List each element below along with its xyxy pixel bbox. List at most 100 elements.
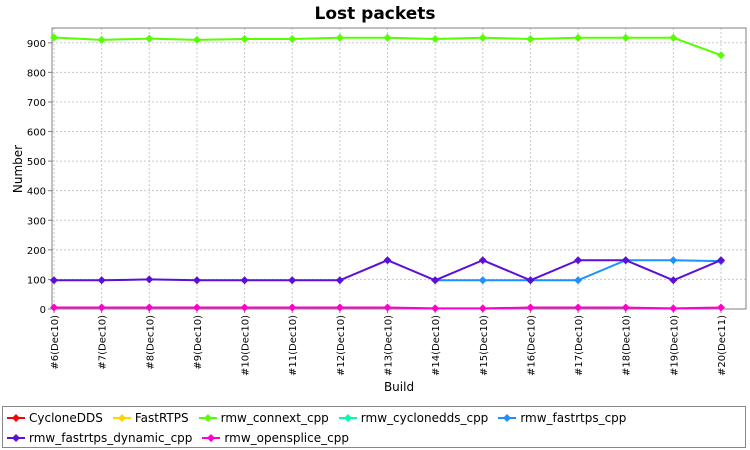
data-point: [240, 276, 249, 285]
data-point: [478, 304, 487, 313]
x-tick-label: #7(Dec10): [98, 315, 109, 370]
y-tick-label: 600: [27, 128, 46, 139]
data-point: [145, 34, 154, 43]
legend-marker-icon: [112, 414, 131, 422]
x-tick-label: #18(Dec10): [622, 315, 633, 376]
data-point: [192, 276, 201, 285]
legend-label: rmw_connext_cpp: [220, 411, 329, 425]
legend-label: FastRTPS: [134, 411, 189, 425]
data-point: [240, 303, 249, 312]
chart-title: Lost packets: [314, 4, 435, 24]
plot-area-border: [51, 27, 747, 310]
x-tick-label: #19(Dec10): [669, 315, 680, 376]
series-rmw-fastrtps-cpp: [431, 256, 725, 285]
legend-marker-icon: [7, 414, 25, 422]
data-point: [669, 304, 678, 313]
legend-label: rmw_fastrtps_dynamic_cpp: [29, 431, 193, 445]
data-point: [383, 256, 392, 265]
data-point: [526, 34, 535, 43]
data-point: [192, 35, 201, 44]
legend-item: rmw_fastrtps_dynamic_cpp: [7, 431, 192, 445]
data-point: [97, 35, 106, 44]
data-point: [431, 34, 440, 43]
data-point: [50, 33, 58, 42]
data-point: [335, 276, 344, 285]
y-tick-label: 900: [27, 39, 46, 50]
data-point: [574, 33, 583, 42]
data-point: [145, 275, 154, 284]
y-tick-label: 700: [27, 98, 46, 109]
data-point: [717, 256, 725, 265]
y-axis-label: Number: [11, 145, 25, 193]
legend-marker-icon: [7, 434, 25, 442]
series-rmw-opensplice-cpp: [50, 303, 725, 313]
y-tick-label: 200: [27, 246, 46, 257]
data-point: [431, 276, 440, 285]
data-point: [50, 276, 58, 285]
y-axis: 0 100 200 300 400 500 600 700 800 900: [27, 39, 52, 316]
legend-item: rmw_connext_cpp: [198, 411, 329, 425]
legend-marker-icon: [498, 414, 517, 422]
data-point: [574, 303, 583, 312]
legend-item: rmw_fastrtps_cpp: [498, 411, 626, 425]
legend-row: CycloneDDS FastRTPS rmw_connext_cpp rmw_cyc…: [7, 409, 636, 427]
data-point: [621, 256, 630, 265]
legend-marker-icon: [338, 414, 357, 422]
x-tick-label: #17(Dec10): [574, 315, 585, 376]
x-axis: #6(Dec10) #7(Dec10) #8(Dec10) #9(Dec10) #10(…: [50, 309, 728, 376]
legend-label: rmw_fastrtps_cpp: [520, 411, 627, 425]
legend-item: rmw_cyclonedds_cpp: [338, 411, 489, 425]
data-point: [669, 276, 678, 285]
line-chart: Lost packets 0 100 200 300 400 500 600 700 800 90…: [11, 4, 747, 394]
data-point: [717, 303, 725, 312]
data-point: [288, 303, 297, 312]
x-tick-label: #8(Dec10): [145, 315, 156, 370]
data-point: [526, 303, 535, 312]
data-point: [145, 303, 154, 312]
data-point: [478, 256, 487, 265]
x-tick-label: #13(Dec10): [384, 315, 395, 376]
legend-item: CycloneDDS: [7, 411, 103, 425]
data-point: [335, 33, 344, 42]
legend-label: rmw_opensplice_cpp: [224, 431, 349, 445]
y-tick-label: 500: [27, 157, 46, 168]
data-point: [288, 276, 297, 285]
series-rmw-connext-cpp: [50, 33, 725, 60]
legend-marker-icon: [198, 414, 217, 422]
data-point: [621, 33, 630, 42]
data-point: [717, 51, 725, 60]
data-point: [669, 256, 678, 265]
x-tick-label: #20(Dec11): [717, 315, 728, 376]
data-point: [240, 34, 249, 43]
data-point: [97, 303, 106, 312]
y-tick-label: 400: [27, 187, 46, 198]
x-tick-label: #12(Dec10): [336, 315, 347, 376]
y-tick-label: 0: [40, 305, 46, 316]
y-tick-label: 300: [27, 216, 46, 227]
legend-marker-icon: [202, 434, 221, 442]
legend-row: rmw_fastrtps_dynamic_cpp rmw_opensplice_c…: [7, 429, 359, 447]
legend-label: CycloneDDS: [29, 411, 103, 425]
x-tick-label: #11(Dec10): [288, 315, 299, 376]
data-point: [50, 303, 58, 312]
legend: CycloneDDS FastRTPS rmw_connext_cpp rmw_cyc…: [2, 406, 746, 448]
data-point: [97, 276, 106, 285]
data-point: [526, 276, 535, 285]
legend-item: FastRTPS: [112, 411, 189, 425]
series-rmw-fastrtps-dynamic-cpp: [50, 256, 725, 285]
x-tick-label: #15(Dec10): [479, 315, 490, 376]
x-tick-label: #9(Dec10): [193, 315, 204, 370]
data-point: [192, 303, 201, 312]
legend-label: rmw_cyclonedds_cpp: [360, 411, 489, 425]
data-point: [478, 276, 487, 285]
x-axis-label: Build: [384, 380, 414, 394]
data-point: [621, 303, 630, 312]
series-lines: [50, 33, 725, 313]
x-tick-label: #14(Dec10): [431, 315, 442, 376]
data-point: [574, 276, 583, 285]
data-point: [383, 303, 392, 312]
y-tick-label: 100: [27, 275, 46, 286]
data-point: [478, 33, 487, 42]
legend-item: rmw_opensplice_cpp: [202, 431, 349, 445]
x-tick-label: #6(Dec10): [50, 315, 61, 370]
